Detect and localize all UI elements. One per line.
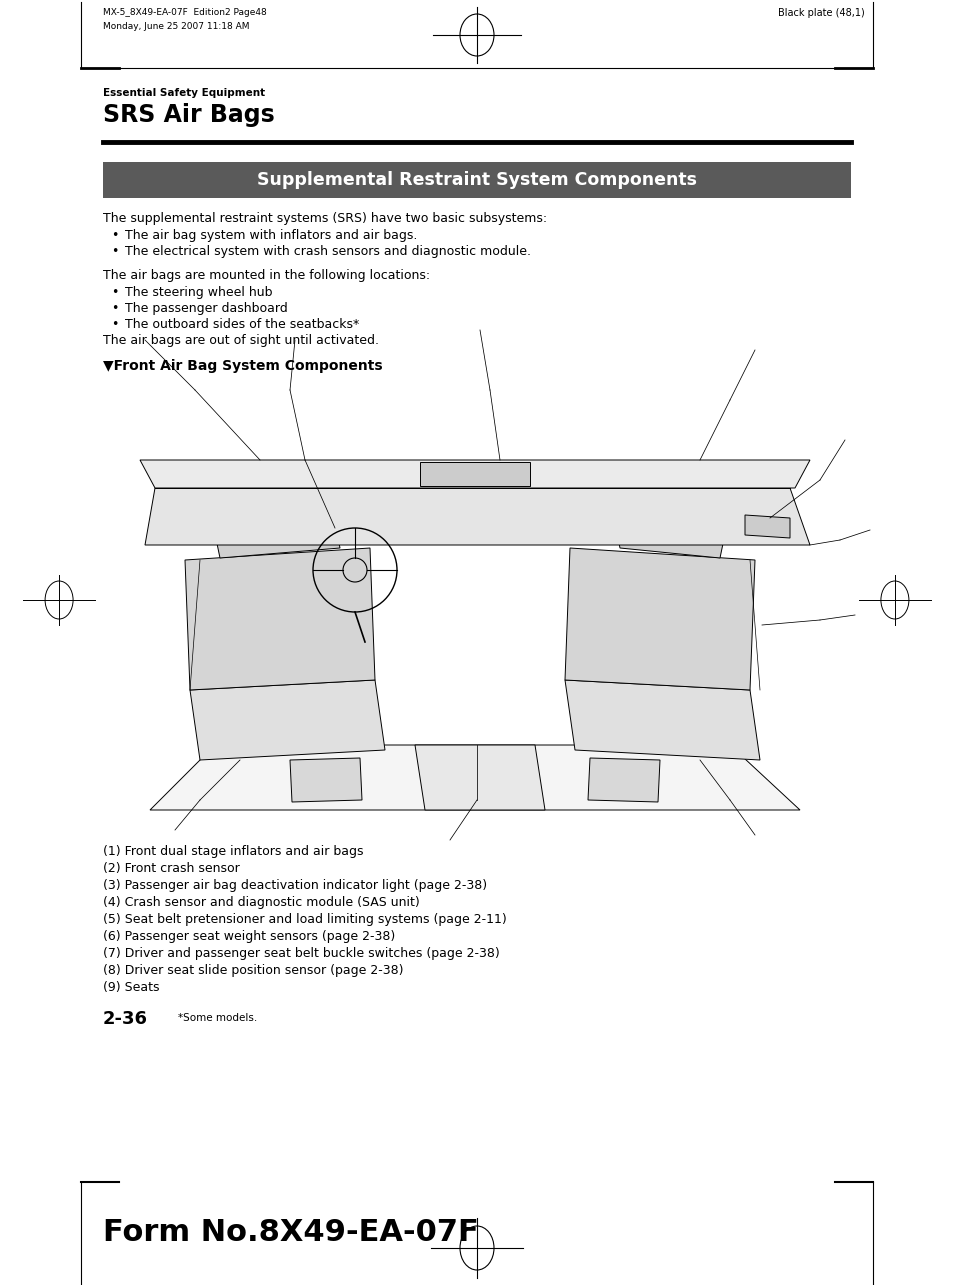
Polygon shape (190, 680, 385, 759)
Text: Form No.8X49-EA-07F: Form No.8X49-EA-07F (103, 1218, 478, 1246)
Text: The air bags are out of sight until activated.: The air bags are out of sight until acti… (103, 334, 378, 347)
Polygon shape (564, 547, 754, 690)
Text: *Some models.: *Some models. (178, 1013, 257, 1023)
Text: (8) Driver seat slide position sensor (page 2-38): (8) Driver seat slide position sensor (p… (103, 964, 403, 977)
Polygon shape (150, 745, 800, 810)
Polygon shape (145, 488, 809, 545)
Polygon shape (744, 515, 789, 538)
Text: The supplemental restraint systems (SRS) have two basic subsystems:: The supplemental restraint systems (SRS)… (103, 212, 547, 225)
Text: (3) Passenger air bag deactivation indicator light (page 2-38): (3) Passenger air bag deactivation indic… (103, 879, 487, 892)
Text: The air bag system with inflators and air bags.: The air bag system with inflators and ai… (125, 229, 417, 242)
Text: The steering wheel hub: The steering wheel hub (125, 287, 273, 299)
Polygon shape (140, 460, 809, 488)
Text: Essential Safety Equipment: Essential Safety Equipment (103, 87, 265, 98)
Text: •: • (111, 287, 118, 299)
Text: Black plate (48,1): Black plate (48,1) (778, 8, 864, 18)
Polygon shape (587, 758, 659, 802)
Text: •: • (111, 317, 118, 332)
Text: (1) Front dual stage inflators and air bags: (1) Front dual stage inflators and air b… (103, 846, 363, 858)
Text: (2) Front crash sensor: (2) Front crash sensor (103, 862, 239, 875)
Text: (5) Seat belt pretensioner and load limiting systems (page 2-11): (5) Seat belt pretensioner and load limi… (103, 914, 506, 926)
Text: 2-36: 2-36 (103, 1010, 148, 1028)
Text: •: • (111, 302, 118, 315)
Text: (9) Seats: (9) Seats (103, 980, 159, 995)
Text: The air bags are mounted in the following locations:: The air bags are mounted in the followin… (103, 269, 430, 281)
Text: Supplemental Restraint System Components: Supplemental Restraint System Components (256, 171, 697, 189)
Polygon shape (419, 463, 530, 486)
Text: The outboard sides of the seatbacks*: The outboard sides of the seatbacks* (125, 317, 359, 332)
Polygon shape (564, 680, 760, 759)
Polygon shape (609, 500, 729, 558)
Text: The electrical system with crash sensors and diagnostic module.: The electrical system with crash sensors… (125, 245, 531, 258)
Text: The passenger dashboard: The passenger dashboard (125, 302, 288, 315)
Text: Monday, June 25 2007 11:18 AM: Monday, June 25 2007 11:18 AM (103, 22, 250, 31)
Text: ▼Front Air Bag System Components: ▼Front Air Bag System Components (103, 359, 382, 373)
Polygon shape (415, 745, 544, 810)
Text: (7) Driver and passenger seat belt buckle switches (page 2-38): (7) Driver and passenger seat belt buckl… (103, 947, 499, 960)
Polygon shape (290, 758, 361, 802)
Text: (4) Crash sensor and diagnostic module (SAS unit): (4) Crash sensor and diagnostic module (… (103, 896, 419, 908)
Text: SRS Air Bags: SRS Air Bags (103, 103, 274, 127)
Text: (6) Passenger seat weight sensors (page 2-38): (6) Passenger seat weight sensors (page … (103, 930, 395, 943)
FancyBboxPatch shape (103, 162, 850, 198)
Polygon shape (185, 547, 375, 690)
Text: MX-5_8X49-EA-07F  Edition2 Page48: MX-5_8X49-EA-07F Edition2 Page48 (103, 8, 267, 17)
Text: •: • (111, 245, 118, 258)
Text: •: • (111, 229, 118, 242)
Polygon shape (210, 500, 339, 558)
